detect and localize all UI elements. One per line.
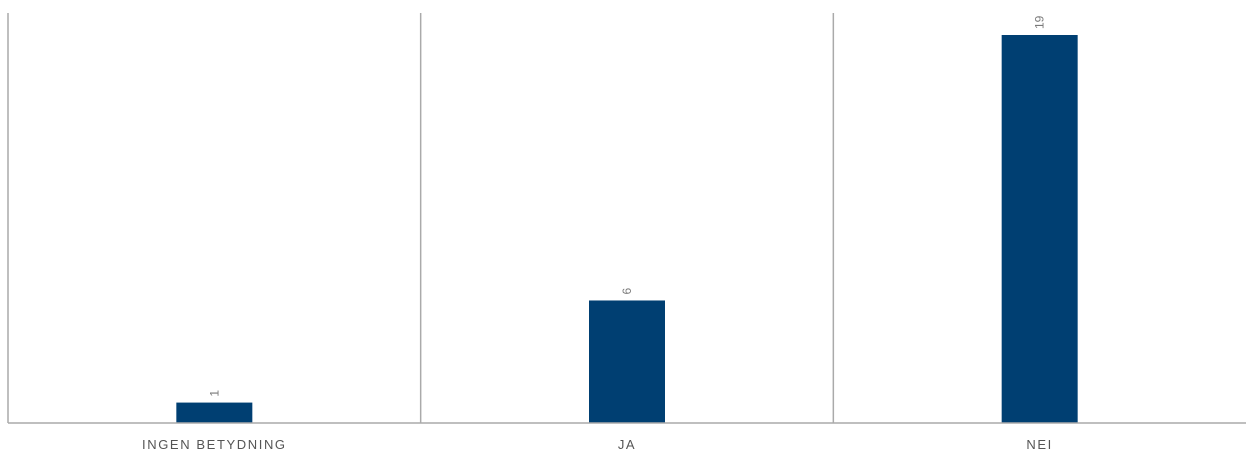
bar-1 xyxy=(589,300,665,423)
category-label-0: INGEN BETYDNING xyxy=(142,437,287,452)
category-label-1: JA xyxy=(618,437,636,452)
bar-2 xyxy=(1001,35,1078,423)
category-labels: INGEN BETYDNING JA NEI xyxy=(142,437,1052,452)
value-label-1: 6 xyxy=(620,287,634,294)
category-label-2: NEI xyxy=(1026,437,1052,452)
bar-0 xyxy=(176,402,253,423)
value-label-0: 1 xyxy=(207,390,221,397)
value-label-2: 19 xyxy=(1033,15,1047,29)
category-dividers xyxy=(7,13,835,423)
bars xyxy=(176,35,1078,423)
